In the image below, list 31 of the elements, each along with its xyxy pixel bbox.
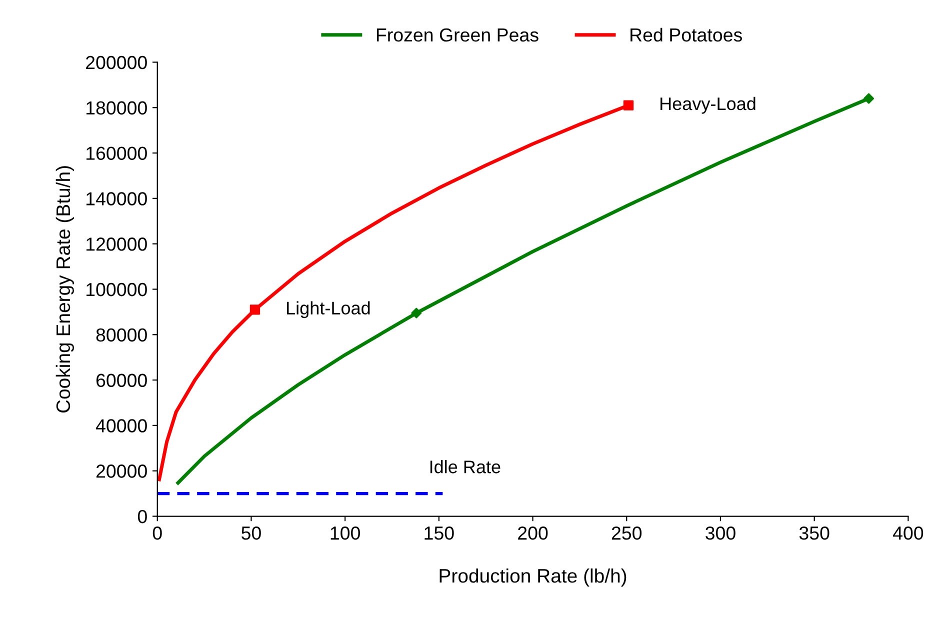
y-tick-label: 200000 [86, 56, 147, 70]
y-tick-label: 60000 [96, 374, 147, 388]
y-axis-title: Cooking Energy Rate (Btu/h) [56, 166, 74, 413]
y-tick-label: 100000 [86, 282, 147, 296]
y-tick-label: 40000 [96, 419, 147, 432]
annotation: Heavy-Load [660, 96, 756, 114]
x-tick-label: 100 [330, 526, 360, 540]
x-tick-label: 50 [242, 526, 261, 540]
legend-label: Frozen Green Peas [376, 28, 538, 42]
x-tick-label: 250 [612, 526, 642, 540]
point [623, 100, 634, 110]
y-tick-label: 0 [138, 510, 147, 524]
x-tick-label: 200 [518, 526, 548, 540]
legend-label: Red Potatoes [630, 28, 742, 42]
annotation: Light-Load [287, 301, 370, 318]
y-tick-label: 20000 [96, 464, 147, 478]
y-tick-label: 180000 [86, 101, 147, 115]
x-tick-label: 150 [424, 526, 454, 540]
point [250, 304, 260, 315]
x-tick-label: 400 [892, 526, 924, 540]
annotation: Idle Rate [430, 460, 500, 474]
x-tick-label: 300 [706, 526, 736, 540]
y-tick-label: 160000 [86, 146, 147, 160]
y-tick-label: 80000 [96, 328, 147, 342]
x-tick-label: 350 [799, 526, 830, 540]
x-axis-title: Production Rate (lb/h) [440, 568, 626, 587]
y-tick-label: 140000 [86, 192, 147, 206]
point [863, 93, 874, 104]
x-tick-label: 0 [152, 526, 162, 540]
y-tick-label: 120000 [86, 238, 147, 251]
point [411, 308, 422, 318]
